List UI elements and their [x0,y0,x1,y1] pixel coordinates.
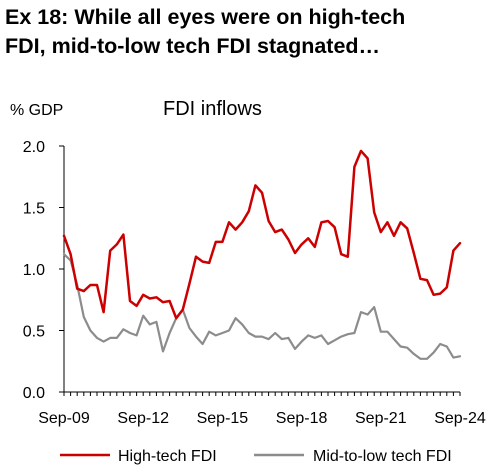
legend-label-mid-to-low-tech: Mid-to-low tech FDI [313,448,452,465]
chart-subtitle: FDI inflows [163,98,262,120]
axes: 0.0 0.5 1.0 1.5 2.0 Sep-09 Sep-12 Sep-15 Sep-18 S… [23,139,486,427]
x-tick-label: Sep-21 [355,410,407,427]
chart-title: Ex 18: While all eyes were on high-tech … [5,3,491,61]
y-axis-label: % GDP [10,102,63,119]
legend-label-high-tech: High-tech FDI [118,448,217,465]
series-lines [62,149,462,360]
legend: High-tech FDI Mid-to-low tech FDI [60,448,452,465]
x-tick-label: Sep-18 [276,410,328,427]
x-tick-label: Sep-24 [434,410,486,427]
x-tick-label: Sep-15 [197,410,249,427]
y-tick-label: 2.0 [23,139,45,156]
title-line-1: Ex 18: While all eyes were on high-tech [5,5,406,29]
x-tick-label: Sep-12 [117,410,169,427]
y-tick-label: 0.0 [23,385,45,402]
series-line-mid-to-low-tech [62,253,462,360]
series-line-high-tech [62,149,462,320]
y-tick-label: 1.5 [23,201,45,218]
title-line-2: FDI, mid-to-low tech FDI stagnated… [5,34,381,58]
x-tick-label: Sep-09 [38,410,90,427]
y-tick-label: 0.5 [23,324,45,341]
y-tick-label: 1.0 [23,262,45,279]
